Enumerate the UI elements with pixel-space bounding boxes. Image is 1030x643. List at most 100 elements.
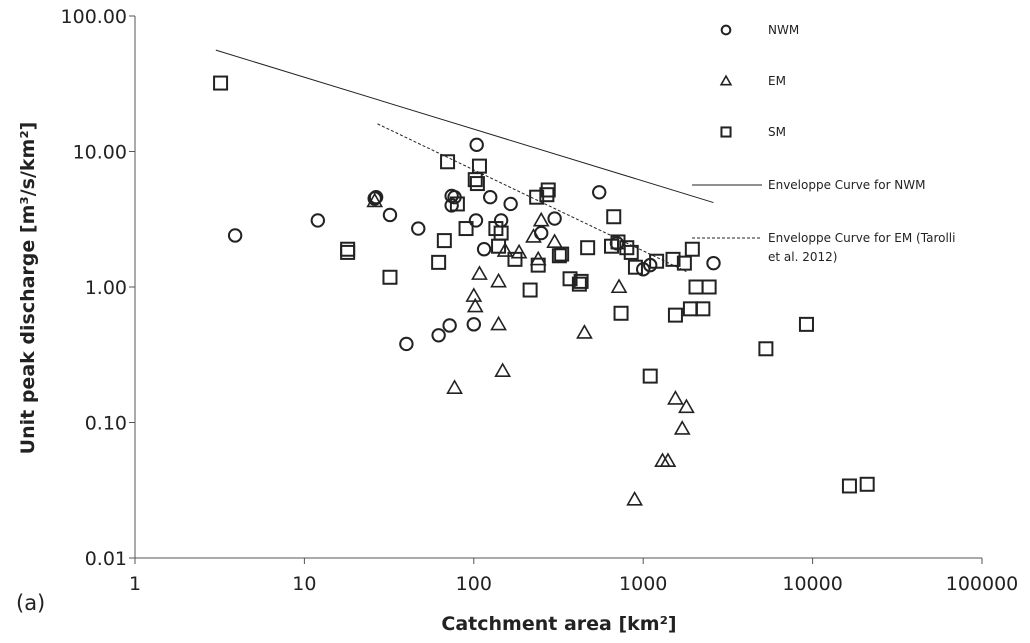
- sm-point: [627, 259, 643, 275]
- em-point: [494, 362, 512, 378]
- envelope-curve-nwm-line: [215, 49, 714, 204]
- sm-point: [667, 307, 683, 323]
- envelope-lines: [215, 49, 714, 273]
- x-tick-label: 1000: [619, 573, 667, 595]
- sm-point: [758, 341, 774, 357]
- x-tick-label: 1: [129, 573, 141, 595]
- legend-label: Enveloppe Curve for EM (Tarolli: [768, 231, 955, 245]
- em-point: [626, 490, 644, 506]
- sm-point: [340, 241, 356, 257]
- sm-point: [540, 182, 556, 198]
- nwm-point: [493, 213, 509, 228]
- em-point: [466, 297, 484, 313]
- sm-point: [619, 240, 635, 256]
- em-point: [576, 324, 593, 339]
- nwm-point: [431, 328, 446, 343]
- nwm-point: [411, 221, 426, 236]
- y-axis-title: Unit peak discharge [m³/s/km²]: [17, 122, 39, 455]
- em-point: [446, 379, 463, 394]
- nwm-point: [476, 242, 492, 257]
- em-point: [610, 278, 628, 294]
- legend-label: SM: [768, 125, 786, 139]
- sm-point: [382, 269, 398, 285]
- y-tick-label: 0.01: [85, 548, 127, 570]
- em-point: [673, 420, 691, 435]
- em-point: [667, 390, 684, 405]
- nwm-point: [706, 255, 721, 271]
- nwm-point: [382, 207, 398, 223]
- y-tick-label: 100.00: [61, 6, 127, 28]
- sm-point: [471, 158, 487, 174]
- sm-point: [431, 254, 447, 270]
- nwm-point: [534, 225, 549, 241]
- em-point: [532, 211, 550, 227]
- data-points: [213, 75, 875, 506]
- sm-point: [539, 187, 555, 203]
- sm-point: [649, 253, 665, 269]
- sm-point: [573, 273, 589, 289]
- sm-point: [798, 316, 814, 332]
- em-point: [490, 272, 507, 288]
- nwm-point: [636, 262, 651, 277]
- x-tick-label: 100000: [946, 573, 1019, 595]
- sm-point: [682, 301, 698, 317]
- sm-point: [488, 221, 504, 237]
- sm-point: [701, 279, 717, 295]
- nwm-point: [547, 211, 562, 226]
- sm-point: [642, 368, 658, 384]
- sm-point: [665, 251, 681, 267]
- axes: 0.01 0.10 1.00 10.00 100.00 1 10 100 1000 10000 10…: [61, 6, 1019, 595]
- x-axis-title: Catchment area [km²]: [441, 613, 676, 635]
- nwm-point: [227, 228, 243, 243]
- em-point: [471, 265, 488, 280]
- envelope-curve-em-line: [377, 123, 687, 273]
- nwm-point: [483, 189, 498, 205]
- x-tick-label: 100: [456, 573, 492, 595]
- sm-point: [688, 279, 704, 295]
- em-point: [366, 192, 384, 208]
- sm-point: [613, 305, 629, 321]
- legend-sm-marker: [720, 126, 732, 138]
- nwm-point: [367, 191, 382, 206]
- em-point: [465, 287, 483, 302]
- legend-label: Enveloppe Curve for NWM: [768, 178, 926, 192]
- em-point: [496, 242, 514, 257]
- nwm-point: [468, 213, 484, 228]
- em-point: [546, 233, 564, 249]
- legend-label: EM: [768, 74, 786, 88]
- nwm-point: [310, 213, 326, 228]
- em-point: [678, 398, 695, 414]
- sm-point: [522, 282, 538, 298]
- nwm-point: [592, 185, 607, 200]
- legend-label: et al. 2012): [768, 250, 837, 264]
- sm-point: [530, 257, 546, 273]
- sm-point: [493, 225, 509, 241]
- sm-point: [684, 241, 700, 257]
- sm-point: [458, 221, 474, 237]
- sm-point: [213, 75, 229, 91]
- sm-point: [571, 276, 587, 292]
- sm-point: [695, 301, 711, 317]
- legend-label: NWM: [768, 23, 799, 37]
- sm-point: [340, 244, 356, 260]
- y-tick-label: 1.00: [85, 277, 127, 299]
- em-point: [525, 228, 542, 243]
- x-tick-label: 10000: [782, 573, 842, 595]
- em-point: [659, 452, 677, 468]
- sm-point: [469, 176, 485, 192]
- nwm-point: [469, 137, 484, 153]
- nwm-point: [399, 336, 414, 352]
- nwm-point: [368, 189, 384, 205]
- sm-point: [449, 196, 465, 212]
- em-point: [510, 243, 528, 259]
- legend-nwm-marker: [720, 24, 732, 36]
- sm-point: [580, 240, 596, 256]
- sm-point: [440, 154, 456, 170]
- sm-point: [623, 244, 639, 260]
- sm-point: [507, 251, 523, 267]
- y-tick-label: 10.00: [73, 142, 127, 164]
- y-tick-label: 0.10: [85, 413, 127, 435]
- panel-label: (a): [16, 591, 45, 615]
- sm-point: [436, 233, 452, 249]
